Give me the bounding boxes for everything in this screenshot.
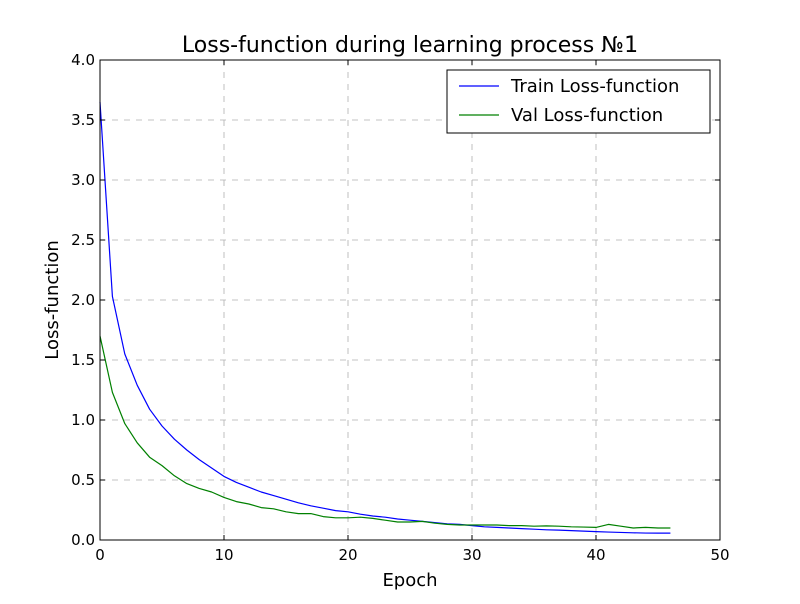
chart-title: Loss-function during learning process №1: [182, 33, 638, 58]
y-tick-label: 0.0: [71, 531, 95, 549]
y-tick-label: 3.0: [71, 171, 95, 189]
x-tick-label: 0: [95, 546, 105, 564]
y-tick-label: 4.0: [71, 51, 95, 69]
y-tick-label: 1.0: [71, 411, 95, 429]
legend: Train Loss-function Val Loss-function: [446, 69, 711, 134]
y-tick-label: 2.5: [71, 231, 95, 249]
legend-box: [446, 69, 711, 134]
y-tick-label: 2.0: [71, 291, 95, 309]
x-tick-label: 10: [214, 546, 233, 564]
x-tick-label: 40: [586, 546, 605, 564]
val-loss-line: [99, 335, 671, 529]
x-tick-label: 50: [710, 546, 729, 564]
x-axis-label: Epoch: [382, 570, 437, 591]
legend-label-val: Val Loss-function: [511, 105, 663, 126]
x-tick-label: 20: [338, 546, 357, 564]
train-loss-line: [99, 101, 671, 534]
y-axis-label: Loss-function: [42, 240, 63, 360]
y-tick-label: 0.5: [71, 471, 95, 489]
y-tick-label: 3.5: [71, 111, 95, 129]
ticks: 0 10 20 30 40 50 0.0 0.5 1.0 1.5 2.0 2.5 3.0 3.5 4.0: [71, 51, 729, 564]
y-tick-label: 1.5: [71, 351, 95, 369]
series-layer: [99, 101, 671, 534]
legend-label-train: Train Loss-function: [510, 76, 679, 97]
x-tick-label: 30: [462, 546, 481, 564]
